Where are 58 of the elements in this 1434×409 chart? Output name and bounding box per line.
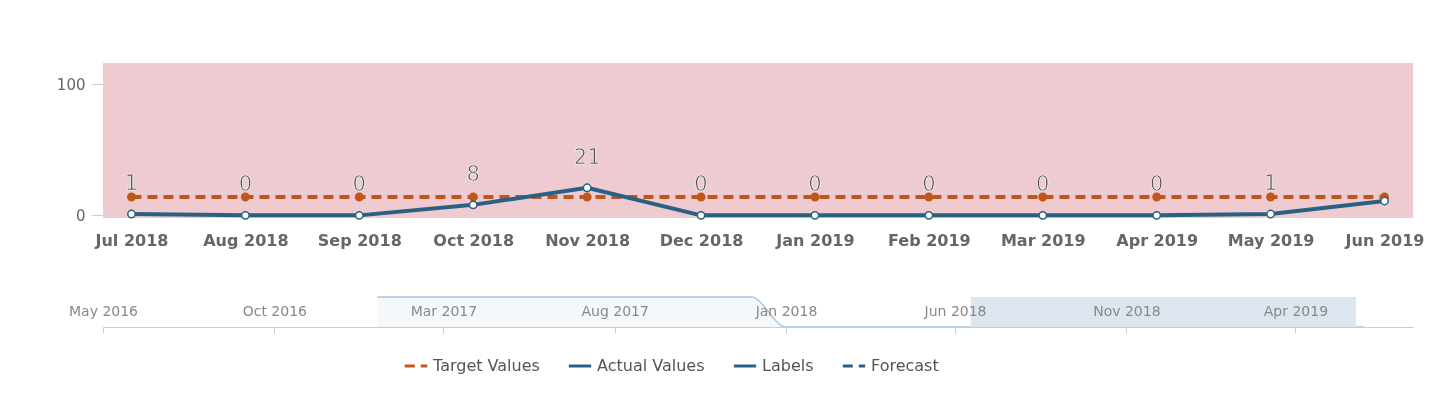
y-tick-label: 100: [56, 75, 86, 94]
x-tick-label: Jul 2018: [94, 230, 169, 250]
point: [1152, 192, 1162, 202]
legend-label: Forecast: [871, 356, 939, 375]
data-label: 8: [466, 161, 480, 186]
x-tick-label: Apr 2019: [1263, 302, 1329, 319]
point: [810, 210, 820, 220]
point: [127, 192, 136, 202]
x-tick-label: Jun 2018: [923, 302, 987, 319]
data-label: 0: [1150, 172, 1164, 197]
x-tick-label: Mar 2017: [410, 302, 478, 319]
x-tick-label: Feb 2019: [888, 230, 971, 250]
x-tick-label: Nov 2018: [1093, 302, 1161, 319]
x-tick-label: Mar 2019: [1000, 230, 1086, 250]
data-label: 0: [1036, 172, 1050, 197]
x-tick-label: Oct 2016: [242, 302, 308, 319]
x-tick-label: Aug 2017: [581, 302, 649, 319]
x-tick-label: Dec 2018: [659, 230, 744, 250]
point: [354, 210, 364, 220]
x-tick-label: Aug 2018: [203, 230, 289, 250]
x-tick-label: Jun 2019: [1344, 230, 1425, 250]
point: [1038, 192, 1048, 202]
x-tick-label: Nov 2018: [545, 230, 631, 250]
data-label: 0: [352, 172, 366, 197]
legend-label: Actual Values: [597, 356, 705, 375]
x-tick-label: Oct 2018: [433, 230, 515, 250]
point: [1152, 210, 1162, 220]
point: [696, 192, 706, 202]
x-tick-label: Jan 2019: [775, 230, 855, 250]
x-tick-label: May 2016: [68, 302, 139, 319]
point: [1380, 196, 1389, 206]
x-tick-label: May 2019: [1227, 230, 1315, 250]
legend-label: Labels: [762, 356, 814, 375]
point: [582, 192, 592, 202]
point: [240, 192, 250, 202]
point: [127, 209, 136, 219]
point: [468, 200, 478, 210]
point: [468, 192, 478, 202]
point: [810, 192, 820, 202]
point: [354, 192, 364, 202]
point: [924, 192, 934, 202]
x-tick-label: Apr 2019: [1116, 230, 1199, 250]
point: [924, 210, 934, 220]
data-label: 21: [573, 144, 601, 169]
data-label: 0: [238, 172, 253, 197]
x-tick-label: Sep 2018: [317, 230, 402, 250]
data-label: 0: [922, 172, 936, 197]
legend-label: Target Values: [432, 356, 540, 375]
data-label: 0: [694, 172, 708, 197]
point: [1266, 209, 1276, 219]
point: [582, 183, 592, 193]
data-label: 1: [124, 171, 139, 196]
data-label: 1: [1263, 171, 1278, 196]
point: [240, 210, 250, 220]
data-label: 0: [808, 172, 822, 197]
point: [1266, 192, 1276, 202]
point: [1038, 210, 1048, 220]
point: [696, 210, 706, 220]
